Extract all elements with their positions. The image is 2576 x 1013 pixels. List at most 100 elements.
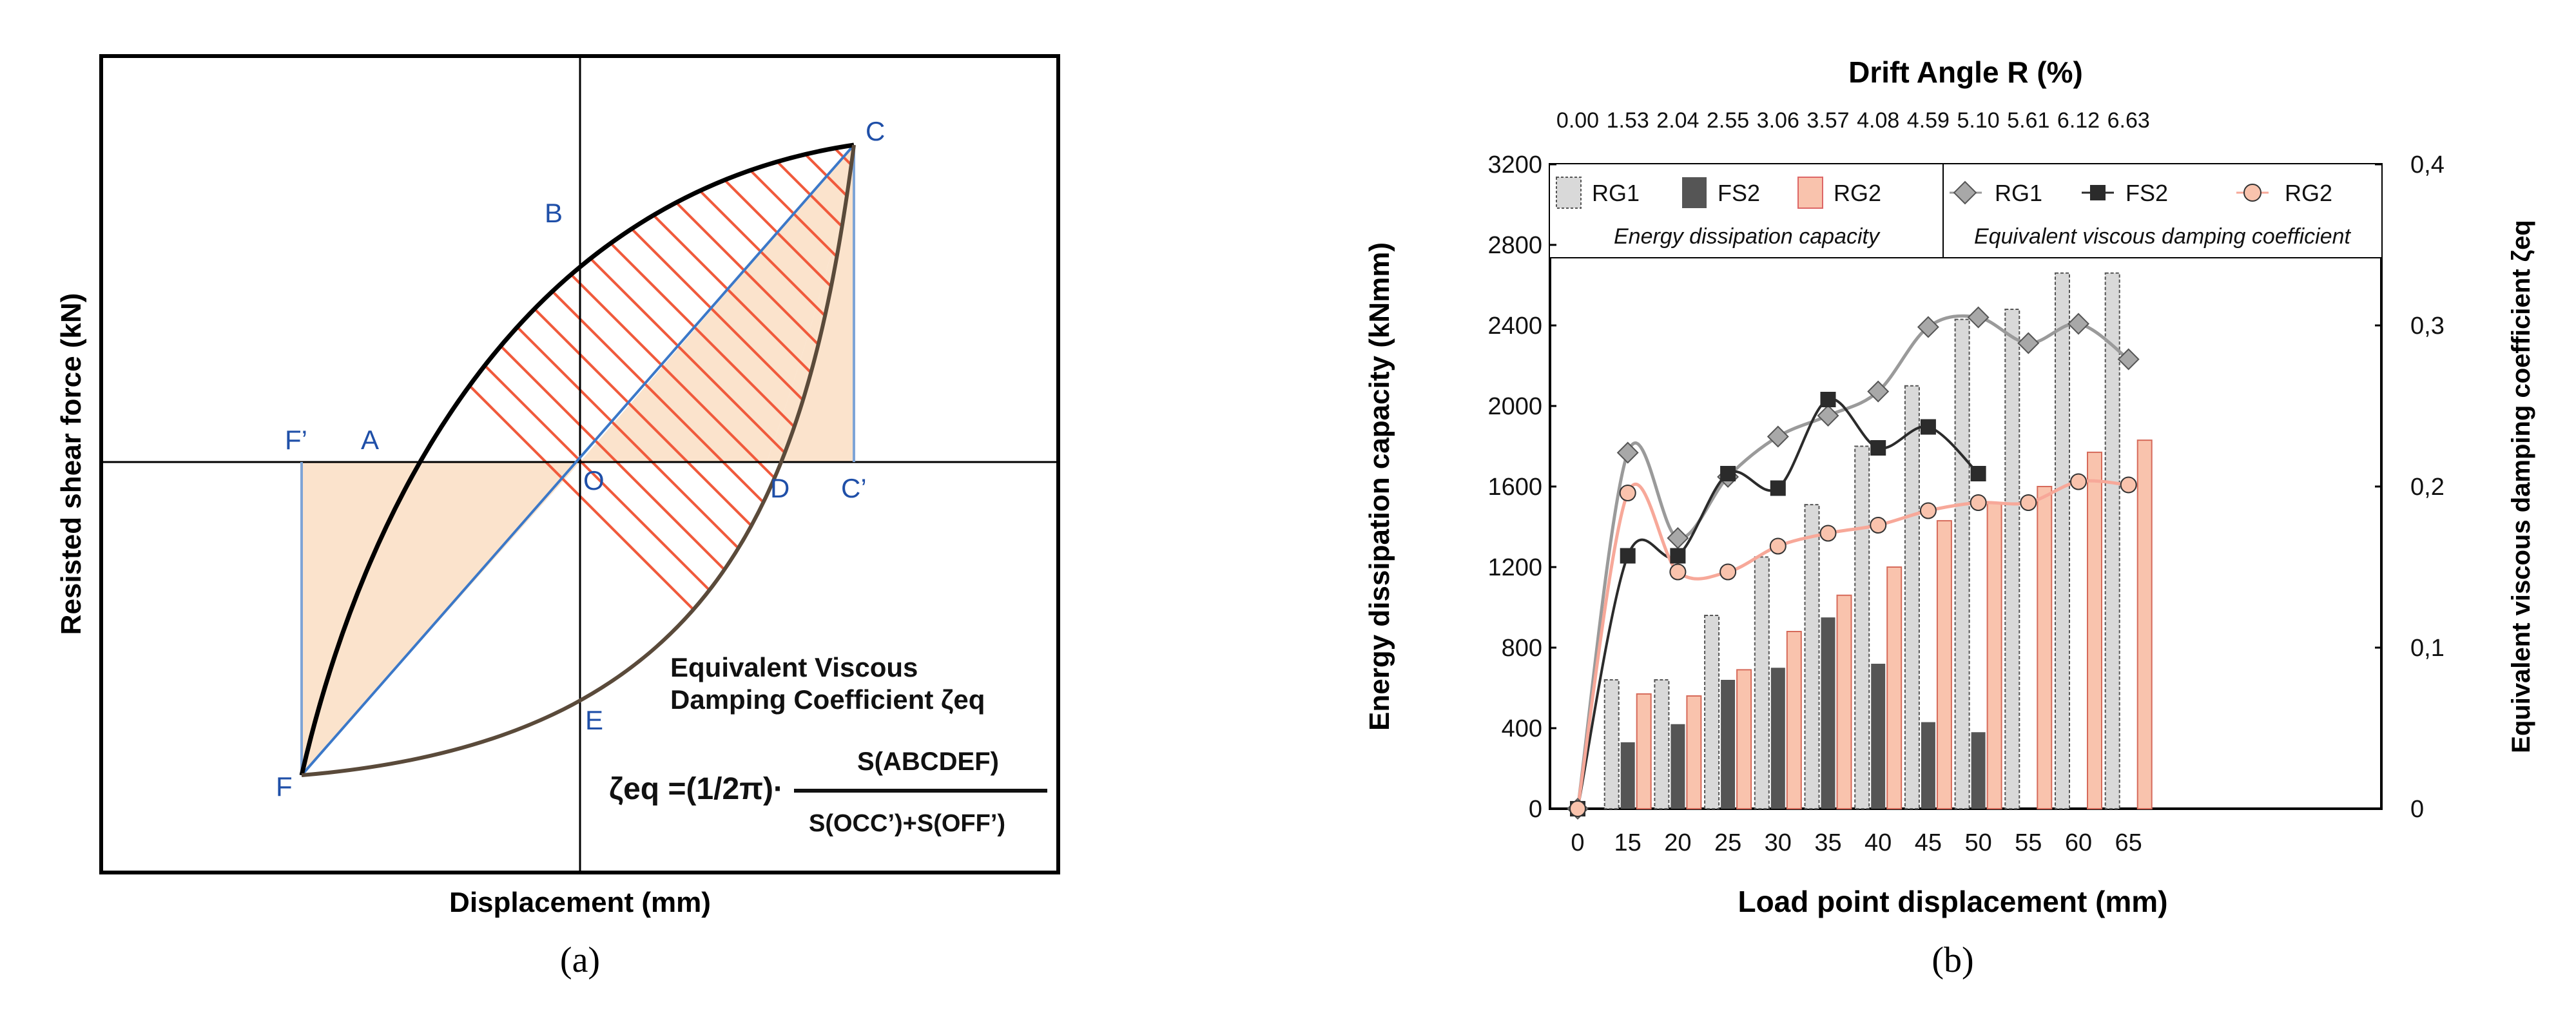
marker-fs2-25 — [1720, 466, 1736, 481]
marker-rg2-0 — [1569, 800, 1586, 817]
marker-rg2-40 — [1870, 517, 1887, 534]
y-tick-label: 2800 — [1487, 232, 1542, 259]
bar-rg1-40 — [1854, 445, 1870, 809]
legend-marker-rg1-line — [1953, 180, 1977, 205]
y-tick-label: 1600 — [1487, 474, 1542, 501]
panel-a-ylabel: Resisted shear force (kN) — [55, 293, 87, 635]
bar-rg2-50 — [1986, 502, 2002, 809]
y-tick-label: 3200 — [1487, 151, 1542, 178]
marker-rg2-45 — [1919, 502, 1937, 519]
diagonal-fc — [300, 144, 855, 777]
y-tick-label: 2000 — [1487, 393, 1542, 420]
legend-swatch-fs2-bar — [1682, 177, 1707, 208]
line-fs2 — [1576, 398, 1979, 809]
y-tick-label: 800 — [1502, 635, 1542, 662]
panel-a-caption: (a) — [560, 940, 600, 980]
formula-title-line1: Equivalent Viscous — [670, 652, 918, 682]
x-tick-label: 55 — [2015, 829, 2042, 856]
bar-fs2-30 — [1770, 668, 1785, 809]
top-tick-label: 0.00 — [1556, 108, 1599, 133]
marker-rg1-65 — [2117, 348, 2140, 371]
top-tick-label: 3.06 — [1757, 108, 1799, 133]
x-tick-label: 35 — [1814, 829, 1841, 856]
line-marks — [1567, 306, 2140, 820]
point-label-a: A — [361, 425, 379, 455]
panel-b-caption: (b) — [1932, 940, 1973, 980]
marker-rg1-60 — [2068, 313, 2089, 335]
hatch-line — [621, 145, 854, 775]
point-label-f: F — [276, 771, 293, 802]
marker-fs2-45 — [1920, 419, 1936, 435]
top-tick-label: 1.53 — [1607, 108, 1649, 133]
hysteresis-lower-curve — [301, 144, 856, 777]
point-label-c: C — [866, 116, 885, 146]
marker-rg2-20 — [1669, 563, 1687, 581]
marker-rg1-15 — [1616, 441, 1639, 464]
x-tick-label: 50 — [1964, 829, 1991, 856]
bar-rg2-65 — [2136, 439, 2153, 809]
hatch-line — [833, 145, 854, 775]
bar-rg1-55 — [2004, 309, 2020, 809]
hatch-line — [656, 145, 854, 775]
top-tick-label: 5.61 — [2007, 108, 2049, 133]
y-axis-title: Energy dissipation capacity (kNmm) — [1364, 242, 1395, 731]
top-tick-label: 6.63 — [2107, 108, 2150, 133]
bar-rg1-45 — [1904, 385, 1920, 809]
marker-fs2-50 — [1970, 466, 1986, 481]
marker-rg1-55 — [2017, 332, 2040, 354]
bar-rg1-15 — [1603, 679, 1620, 809]
legend-swatch-rg1-bar — [1556, 177, 1582, 209]
x-tick-label: 0 — [1571, 829, 1584, 856]
marker-rg1-30 — [1767, 425, 1789, 448]
bar-rg1-50 — [1954, 318, 1970, 809]
legend-caption-damping: Equivalent viscous damping coefficient — [1974, 224, 2352, 249]
axis-labels: 040080012001600200024002800320000,10,20,… — [1487, 108, 2444, 856]
y2-axis-title: Equivalent viscous damping coefficient ζ… — [2507, 220, 2535, 753]
formula-title-line2: Damping Coefficient ζeq — [670, 684, 985, 715]
x-tick-label: 45 — [1915, 829, 1942, 856]
formula-numerator: S(ABCDEF) — [857, 748, 999, 776]
x-tick-label: 20 — [1664, 829, 1691, 856]
legend-label-rg1-line: RG1 — [1995, 180, 2042, 206]
legend-label-rg2-line: RG2 — [2285, 180, 2332, 206]
marker-rg2-35 — [1819, 525, 1837, 542]
bar-rg1-25 — [1704, 615, 1720, 809]
bar-rg1-65 — [2104, 272, 2120, 809]
bar-fs2-40 — [1871, 664, 1886, 809]
legend-swatch-rg2-bar — [1797, 177, 1823, 209]
x-tick-label: 65 — [2115, 829, 2142, 856]
bar-rg2-35 — [1836, 594, 1852, 809]
top-tick-label: 4.59 — [1907, 108, 1950, 133]
hatch-line — [585, 145, 854, 775]
point-label-e: E — [585, 705, 603, 735]
hatch-lines — [302, 145, 854, 775]
marker-rg2-55 — [2020, 494, 2037, 511]
top-axis-title: Drift Angle R (%) — [1848, 55, 2083, 89]
legend-caption-energy: Energy dissipation capacity — [1614, 224, 1881, 249]
legend-label-rg2-bar: RG2 — [1834, 180, 1881, 206]
bar-rg1-20 — [1654, 679, 1670, 809]
point-label-o: O — [583, 465, 605, 496]
marker-rg1-20 — [1667, 527, 1689, 549]
formula-lhs: ζeq =(1/2π)· — [609, 772, 784, 806]
x-tick-label: 60 — [2065, 829, 2092, 856]
marker-rg2-25 — [1719, 563, 1737, 581]
x-tick-label: 40 — [1864, 829, 1892, 856]
legend-label-fs2-line: FS2 — [2126, 180, 2168, 206]
marker-fs2-20 — [1670, 548, 1686, 564]
y2-tick-label: 0,3 — [2410, 313, 2445, 340]
legend-label-fs2-bar: FS2 — [1718, 180, 1760, 206]
top-tick-label: 6.12 — [2057, 108, 2100, 133]
bar-rg2-55 — [2037, 486, 2053, 809]
bar-rg1-60 — [2055, 272, 2070, 809]
point-label-d: D — [770, 473, 789, 503]
bar-rg2-30 — [1786, 631, 1802, 809]
marker-rg2-60 — [2070, 473, 2087, 490]
bar-rg2-60 — [2087, 451, 2102, 809]
bar-fs2-20 — [1671, 724, 1685, 809]
bar-rg1-35 — [1804, 504, 1820, 809]
point-label-f-prime: F’ — [285, 425, 307, 455]
point-label-b: B — [545, 198, 563, 228]
marker-rg2-65 — [2120, 476, 2137, 494]
y2-tick-label: 0,2 — [2410, 474, 2445, 501]
